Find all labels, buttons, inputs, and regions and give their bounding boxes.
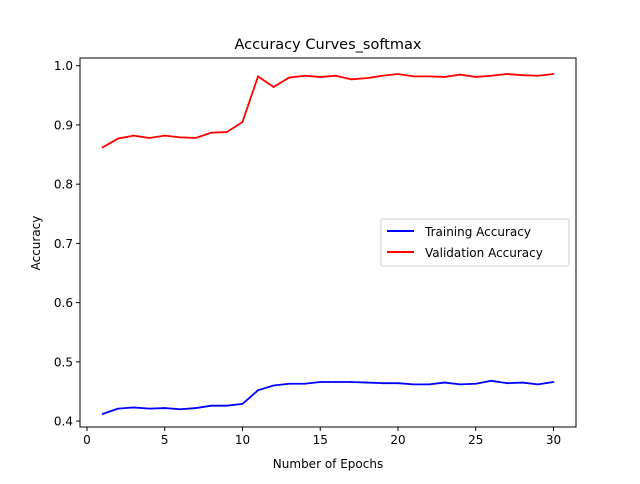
data-point-validation-accuracy (132, 134, 135, 137)
x-tick-label: 15 (313, 433, 328, 447)
data-point-training-accuracy (381, 382, 384, 385)
data-point-validation-accuracy (148, 137, 151, 139)
x-axis-ticks: 0 5 10 15 20 25 30 (83, 427, 561, 447)
data-point-training-accuracy (428, 383, 430, 386)
data-point-training-accuracy (350, 381, 353, 383)
y-axis-label: Accuracy (29, 216, 43, 271)
data-point-validation-accuracy (272, 86, 275, 88)
data-point-validation-accuracy (319, 76, 322, 78)
data-point-training-accuracy (117, 407, 119, 410)
y-tick-label: 1.0 (54, 59, 73, 73)
data-point-training-accuracy (288, 382, 291, 385)
data-point-training-accuracy (163, 407, 166, 409)
data-point-training-accuracy (241, 403, 244, 405)
data-point-validation-accuracy (350, 78, 353, 81)
data-point-validation-accuracy (303, 74, 306, 77)
legend-label-validation: Validation Accuracy (425, 246, 543, 260)
x-tick-label: 5 (161, 433, 169, 447)
data-point-validation-accuracy (521, 74, 524, 77)
data-point-training-accuracy (537, 383, 539, 386)
data-point-training-accuracy (257, 389, 259, 392)
data-point-training-accuracy (132, 406, 135, 409)
data-point-training-accuracy (303, 382, 306, 385)
data-point-training-accuracy (194, 407, 197, 409)
series-line-validation-accuracy (102, 73, 554, 149)
data-point-validation-accuracy (226, 131, 228, 133)
y-tick-label: 0.9 (54, 118, 73, 132)
data-point-training-accuracy (319, 381, 322, 383)
data-point-training-accuracy (474, 382, 477, 385)
data-point-validation-accuracy (288, 76, 291, 79)
chart-legend: Training Accuracy Validation Accuracy (380, 218, 570, 267)
data-point-validation-accuracy (537, 74, 539, 77)
data-point-training-accuracy (334, 381, 337, 383)
y-tick-label: 0.4 (54, 415, 73, 429)
x-tick-label: 10 (235, 433, 250, 447)
data-point-training-accuracy (459, 383, 462, 386)
x-tick-label: 30 (546, 433, 561, 447)
x-axis-label: Number of Epochs (273, 457, 383, 471)
data-point-training-accuracy (101, 413, 104, 415)
data-point-validation-accuracy (257, 75, 259, 78)
data-point-training-accuracy (412, 383, 415, 386)
data-point-validation-accuracy (381, 74, 384, 77)
data-point-validation-accuracy (194, 137, 197, 139)
legend-box (380, 218, 570, 267)
data-point-validation-accuracy (490, 74, 493, 77)
y-tick-label: 0.6 (54, 296, 73, 310)
data-point-validation-accuracy (241, 121, 244, 123)
data-point-validation-accuracy (505, 73, 508, 75)
data-point-validation-accuracy (163, 134, 166, 137)
data-point-validation-accuracy (397, 73, 399, 75)
data-point-training-accuracy (148, 407, 151, 410)
series-line-training-accuracy (102, 379, 554, 415)
data-point-validation-accuracy (412, 75, 415, 78)
data-point-validation-accuracy (210, 131, 213, 134)
data-point-validation-accuracy (365, 77, 368, 80)
chart-title: Accuracy Curves_softmax (235, 37, 422, 53)
data-point-training-accuracy (552, 381, 555, 383)
data-point-validation-accuracy (474, 76, 477, 78)
data-point-training-accuracy (397, 382, 399, 385)
data-point-validation-accuracy (459, 73, 462, 76)
data-point-training-accuracy (226, 404, 228, 407)
data-point-training-accuracy (505, 382, 508, 385)
data-point-validation-accuracy (179, 136, 182, 139)
data-point-training-accuracy (443, 381, 446, 384)
x-tick-label: 25 (468, 433, 483, 447)
x-tick-label: 0 (83, 433, 91, 447)
y-axis-ticks: 0.4 0.5 0.6 0.7 0.8 0.9 1.0 (54, 59, 80, 429)
data-point-validation-accuracy (334, 74, 337, 77)
data-point-training-accuracy (365, 381, 368, 384)
series-layer (101, 73, 555, 415)
plot-frame (79, 57, 577, 428)
data-point-training-accuracy (210, 404, 213, 407)
data-point-validation-accuracy (101, 146, 104, 149)
data-point-training-accuracy (179, 408, 182, 411)
data-point-validation-accuracy (117, 137, 119, 140)
y-tick-label: 0.5 (54, 355, 73, 369)
x-tick-label: 20 (390, 433, 405, 447)
y-tick-label: 0.7 (54, 237, 73, 251)
legend-label-training: Training Accuracy (424, 225, 531, 239)
y-tick-label: 0.8 (54, 178, 73, 192)
data-point-validation-accuracy (552, 73, 555, 75)
data-point-training-accuracy (272, 384, 275, 387)
data-point-validation-accuracy (443, 76, 446, 78)
data-point-training-accuracy (521, 381, 524, 384)
data-point-validation-accuracy (428, 75, 430, 78)
data-point-training-accuracy (490, 379, 493, 382)
